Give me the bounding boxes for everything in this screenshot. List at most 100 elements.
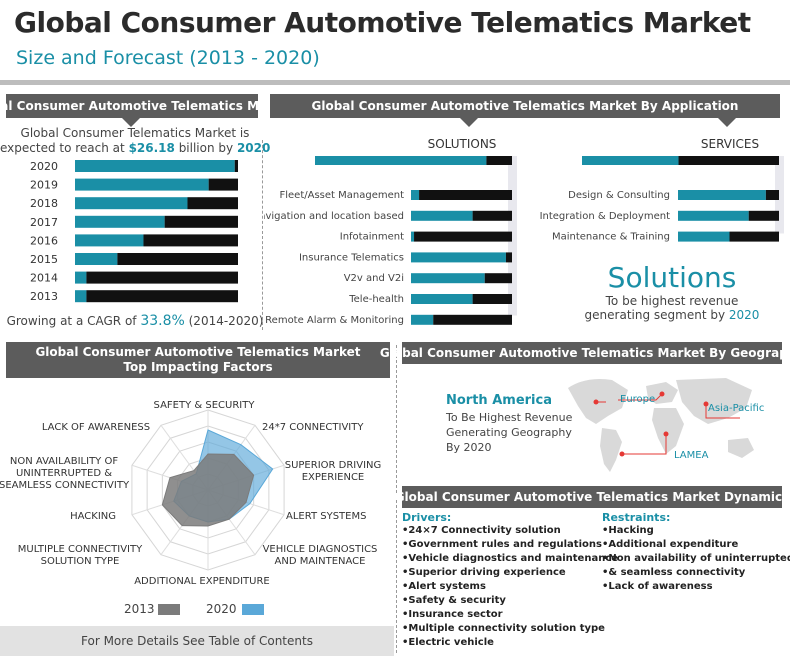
map-label-europe: Europe [620, 394, 655, 405]
application-header-text: Global Consumer Automotive Telematics Ma… [311, 99, 739, 113]
impact-radar-chart: SAFETY & SECURITY 24*7 CONNECTIVITY SUPERI… [0, 400, 382, 587]
drivers-block: Drivers: 24×7 Connectivity solutionGover… [402, 511, 618, 650]
cagr-post: (2014-2020) [184, 314, 264, 328]
restraint-item: & seamless connectivity [602, 566, 790, 580]
market-bar-black [86, 271, 238, 284]
title-divider [0, 80, 790, 85]
solutions-chart-bar-teal [411, 252, 506, 263]
solutions-chart-category-label: V2v and V2i [344, 273, 404, 284]
services-chart-bar-teal [678, 231, 730, 242]
map-africa [652, 408, 684, 454]
driver-item: Alert systems [402, 580, 618, 594]
dynamics-header: Global Consumer Automotive Telematics Ma… [395, 486, 789, 508]
services-chart-bar-teal [678, 210, 749, 221]
vertical-divider-top [262, 140, 263, 330]
solutions-chart-bar-teal [411, 273, 485, 284]
restraints-title: Restraints: [602, 511, 671, 524]
driver-item: Electric vehicle [402, 636, 618, 650]
market-intro-mid: billion by [174, 141, 237, 155]
radar-axis-label: MULTIPLE CONNECTIVITY SOLUTION TYPE [18, 544, 143, 567]
restraints-block: Restraints: HackingAdditional expenditur… [602, 511, 790, 594]
services-chart-category-label: Maintenance & Training [552, 232, 670, 243]
services-chart-bar-black [748, 210, 779, 221]
footer-text: For More Details See Table of Contents [81, 634, 313, 648]
driver-item: Government rules and regulations [402, 538, 618, 552]
driver-item: Superior driving experience [402, 566, 618, 580]
radar-axis-label: VEHICLE DIAGNOSTICS AND MAINTENACE [263, 544, 378, 567]
drivers-list: 24×7 Connectivity solutionGovernment rul… [402, 524, 618, 650]
factors-header: Global Consumer Automotive Telematics Ma… [6, 342, 390, 378]
application-header-notch [460, 118, 478, 127]
drivers-title: Drivers: [402, 511, 452, 524]
radar-axis-label: ALERT SYSTEMS [286, 511, 366, 522]
solutions-chart-category-label: Insurance Telematics [299, 252, 404, 263]
factors-header-line1: Global Consumer Automotive Telematics Ma… [35, 345, 361, 359]
radar-axis-label: LACK OF AWARENESS [42, 422, 150, 433]
solutions-chart-category-label: Infotainment [340, 232, 404, 243]
services-chart-bar-teal [678, 190, 766, 200]
solutions-chart-total-bar-black [486, 156, 512, 165]
market-intro-value: $26.18 [128, 141, 175, 155]
market-bar-teal [75, 253, 118, 265]
map-asia [676, 378, 752, 424]
market-intro-year: 2020 [236, 141, 271, 155]
market-bar-teal [75, 271, 87, 284]
driver-item: Multiple connectivity solution type [402, 622, 618, 636]
services-chart-category-label: Integration & Deployment [540, 211, 671, 222]
market-bar-black [208, 178, 238, 191]
solutions-chart-scroll-track [508, 156, 517, 316]
map-marker-lamea-2 [663, 431, 669, 437]
radar-axis-label: SUPERIOR DRIVING EXPERIENCE [285, 460, 382, 483]
page-subtitle: Size and Forecast (2013 - 2020) [16, 47, 320, 69]
geography-lead: North America To Be Highest Revenue Gene… [446, 393, 572, 454]
market-size-chart: 2020 2019 2018 2017 2016 2015 2014 2013 [30, 160, 238, 303]
solutions-callout: Solutions To be highest revenue generati… [572, 262, 772, 323]
factors-header-line2: Top Impacting Factors [123, 360, 273, 374]
solutions-chart-category-label: Remote Alarm & Monitoring [265, 315, 404, 326]
market-bar-black [234, 160, 238, 172]
application-header: Global Consumer Automotive Telematics Ma… [270, 94, 780, 127]
solutions-chart-bar-teal [411, 294, 473, 304]
solutions-callout-pre: generating segment by [584, 308, 729, 322]
market-year-label: 2014 [30, 272, 58, 285]
application-header-notch-2 [718, 118, 736, 127]
market-year-label: 2017 [30, 216, 58, 229]
legend-2013-swatch [158, 604, 180, 615]
map-label-lamea: LAMEA [674, 450, 709, 461]
solutions-callout-line1: To be highest revenue [605, 294, 739, 308]
legend-2020-swatch [242, 604, 264, 615]
market-year-label: 2015 [30, 253, 58, 266]
solutions-callout-year: 2020 [728, 308, 760, 322]
geography-lead-region: North America [446, 393, 552, 408]
solutions-chart-title: SOLUTIONS [428, 137, 497, 151]
solutions-chart-category-label: Navigation and location based [264, 211, 404, 222]
map-australia [728, 438, 754, 458]
geography-lead-line3: By 2020 [446, 441, 492, 454]
services-chart-total-bar-teal [582, 156, 679, 165]
driver-item: Insurance sector [402, 608, 618, 622]
footer-bar: For More Details See Table of Contents [0, 626, 394, 656]
page-title: Global Consumer Automotive Telematics Ma… [14, 6, 751, 39]
market-bar-black [86, 290, 238, 303]
map-marker-asia [703, 401, 709, 407]
restraints-list: HackingAdditional expenditureNon availab… [602, 524, 790, 594]
radar-axis-label: 24*7 CONNECTIVITY [262, 422, 364, 433]
services-chart-scroll-track [775, 156, 784, 234]
solutions-callout-line2: generating segment by 2020 [572, 308, 772, 322]
cagr-pre: Growing at a CAGR of [6, 314, 141, 328]
market-header: Global Consumer Automotive Telematics Ma… [0, 94, 295, 127]
map-marker-na [593, 399, 599, 405]
solutions-chart-bar-black [472, 294, 512, 304]
radar-axis-label: SAFETY & SECURITY [154, 400, 256, 411]
cagr-value: 33.8% [140, 313, 185, 329]
market-year-label: 2019 [30, 179, 58, 192]
radar-axis-label: NON AVAILABILITY OF UNINTERRUPTED & SEAMLE… [0, 456, 130, 491]
services-chart-total-bar-black [678, 156, 779, 165]
solutions-chart: SOLUTIONS Fleet/Asset Management Navigatio… [264, 137, 517, 326]
market-year-label: 2016 [30, 234, 58, 247]
market-intro-line2: expected to reach at $26.18 billion by 2… [0, 141, 270, 156]
market-header-notch [122, 118, 140, 127]
restraint-item: Non availability of uninterrupted [602, 552, 790, 566]
solutions-chart-category-label: Fleet/Asset Management [279, 190, 404, 201]
market-year-label: 2018 [30, 197, 58, 210]
